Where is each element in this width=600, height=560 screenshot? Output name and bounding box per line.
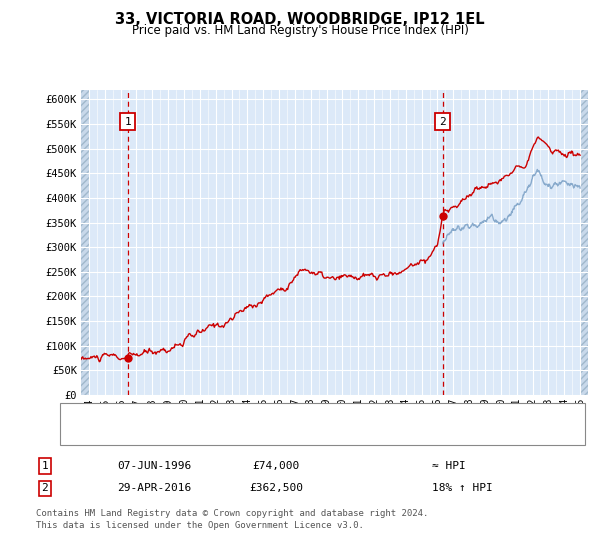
Polygon shape bbox=[81, 90, 89, 395]
Text: 2: 2 bbox=[41, 483, 49, 493]
Polygon shape bbox=[580, 90, 588, 395]
FancyBboxPatch shape bbox=[60, 403, 585, 445]
Text: HPI: Average price, detached house, East Suffolk: HPI: Average price, detached house, East… bbox=[113, 430, 425, 440]
Text: 1: 1 bbox=[41, 461, 49, 471]
Text: 2: 2 bbox=[439, 116, 446, 127]
Text: ≈ HPI: ≈ HPI bbox=[432, 461, 466, 471]
Text: Price paid vs. HM Land Registry's House Price Index (HPI): Price paid vs. HM Land Registry's House … bbox=[131, 24, 469, 38]
Text: 07-JUN-1996: 07-JUN-1996 bbox=[117, 461, 191, 471]
Text: 29-APR-2016: 29-APR-2016 bbox=[117, 483, 191, 493]
Text: £74,000: £74,000 bbox=[253, 461, 299, 471]
Text: 33, VICTORIA ROAD, WOODBRIDGE, IP12 1EL (detached house): 33, VICTORIA ROAD, WOODBRIDGE, IP12 1EL … bbox=[113, 409, 476, 419]
Text: Contains HM Land Registry data © Crown copyright and database right 2024.
This d: Contains HM Land Registry data © Crown c… bbox=[36, 509, 428, 530]
Text: £362,500: £362,500 bbox=[249, 483, 303, 493]
Text: 1: 1 bbox=[124, 116, 131, 127]
Text: 18% ↑ HPI: 18% ↑ HPI bbox=[432, 483, 493, 493]
Text: 33, VICTORIA ROAD, WOODBRIDGE, IP12 1EL: 33, VICTORIA ROAD, WOODBRIDGE, IP12 1EL bbox=[115, 12, 485, 27]
